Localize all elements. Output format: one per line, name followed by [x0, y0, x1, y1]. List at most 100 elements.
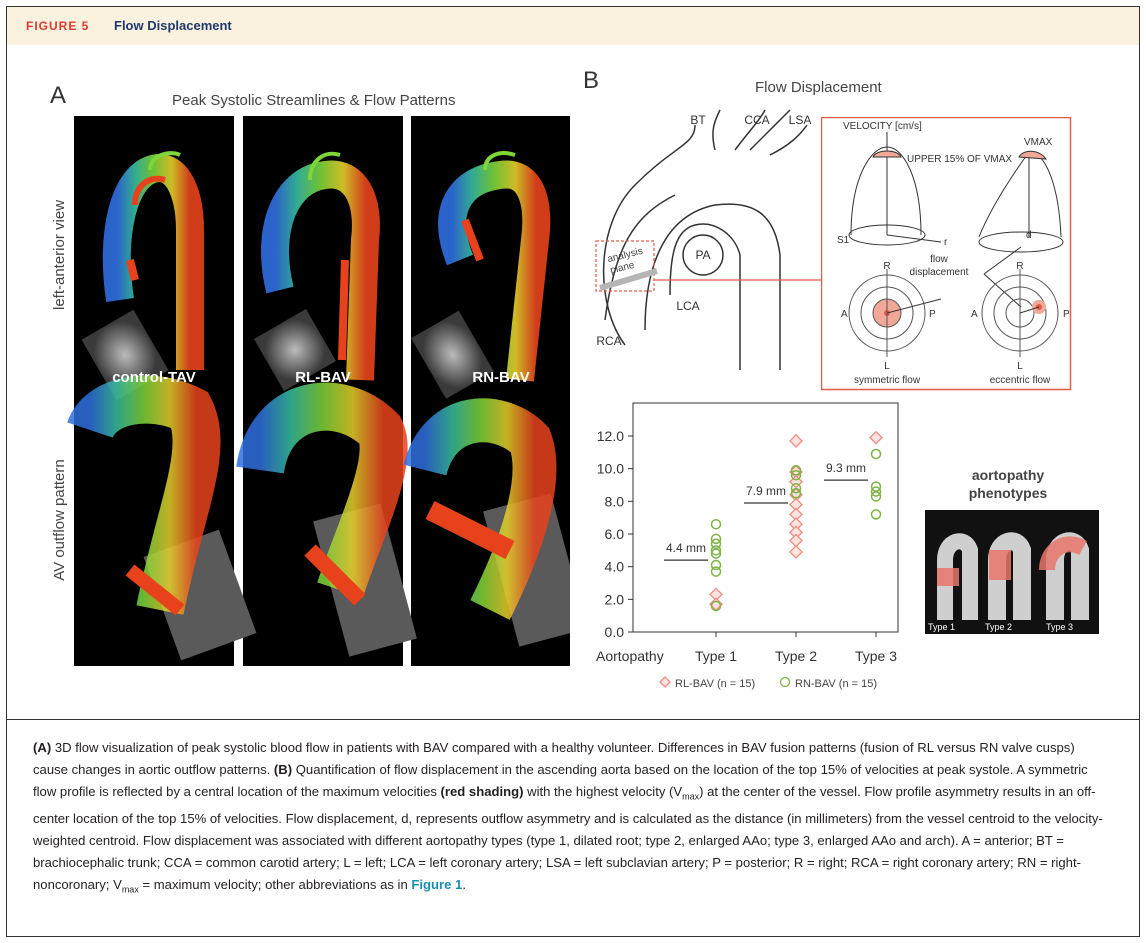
aortopathy-image: Type 1 Type 2 Type 3	[925, 510, 1099, 634]
figure-header	[7, 7, 1139, 45]
label-cca: CCA	[744, 113, 769, 127]
analysis-plane-box	[595, 240, 655, 292]
data-point-rl	[789, 507, 803, 522]
compass-r-left: R	[883, 261, 890, 272]
pheno-type1: Type 1	[928, 622, 955, 632]
median-label: 7.9 mm	[746, 484, 786, 498]
caption-sub-max-2: max	[121, 884, 139, 895]
col-label-control: control-TAV	[112, 369, 196, 386]
row-label-bottom: AV outflow pattern	[51, 459, 68, 580]
label-rca: RCA	[596, 334, 621, 348]
streamline-control-bottom	[67, 375, 257, 661]
caption-text-end: .	[462, 876, 466, 892]
data-point-rn	[710, 548, 722, 559]
label-displacement: displacement	[910, 267, 969, 278]
label-lca: LCA	[676, 299, 699, 313]
label-upper15: UPPER 15% OF VMAX	[907, 154, 1012, 165]
caption-text-4: ) at the center of the vessel. Flow prof…	[33, 784, 1103, 892]
median-label: 9.3 mm	[826, 461, 866, 475]
data-point-rn	[790, 483, 802, 494]
legend-label-rn: RN-BAV (n = 15)	[795, 678, 877, 690]
label-s1: S1	[837, 235, 850, 246]
y-tick-label: 2.0	[605, 591, 625, 607]
caption-sub-max: max	[682, 791, 700, 802]
y-tick-label: 6.0	[605, 526, 625, 542]
streamline-rn-bottom	[403, 398, 570, 647]
row-label-top: left-anterior view	[51, 200, 68, 310]
caption-b-text: Quantification of flow displacement in t…	[33, 762, 1088, 799]
data-point-rl	[869, 430, 883, 445]
compass-p-left: P	[929, 309, 936, 320]
panel-a-images: control-TAV RL-BAV RN-BAV left-anterior …	[51, 116, 570, 666]
compass-l-left: L	[884, 361, 890, 372]
streamline-rl-top	[254, 151, 380, 391]
data-point-rn	[710, 566, 722, 577]
legend-marker-rl	[659, 676, 671, 688]
data-point-rn	[710, 538, 722, 550]
caption-text-5: = maximum velocity; other abbreviations …	[138, 876, 412, 892]
pheno-type3: Type 3	[1046, 622, 1073, 632]
label-lsa: LSA	[789, 113, 812, 127]
streamline-rn-top	[411, 151, 551, 399]
aortopathy-title-line1: aortopathy	[971, 467, 1045, 483]
legend-marker-rn	[779, 676, 791, 688]
streamline-rl-bottom	[236, 382, 417, 657]
data-point-rl	[709, 587, 723, 602]
compass-a-right: A	[971, 309, 978, 320]
legend-label-rl: RL-BAV (n = 15)	[675, 678, 755, 690]
figure-number: FIGURE 5	[26, 19, 90, 33]
label-eccentric: eccentric flow	[990, 375, 1051, 386]
caption-a-text: 3D flow visualization of peak systolic b…	[33, 740, 1075, 777]
data-point-rn	[710, 600, 722, 612]
legend: RL-BAV (n = 15) RN-BAV (n = 15)	[659, 676, 877, 690]
data-point-rn	[710, 518, 722, 530]
data-point-rn	[790, 469, 802, 481]
panel-a-letter: A	[50, 82, 67, 109]
velocity-schematic: VELOCITY [cm/s] VMAX UPPER 15% OF VMAX r…	[821, 117, 1072, 391]
data-point-rl	[789, 465, 803, 479]
label-bt: BT	[690, 113, 706, 127]
caption-divider	[7, 719, 1139, 720]
aortopathy-title-line2: phenotypes	[968, 485, 1048, 501]
compass-l-right: L	[1017, 361, 1023, 372]
data-point-rl	[789, 433, 803, 448]
compass-a-left: A	[841, 309, 848, 320]
median-label: 4.4 mm	[666, 541, 706, 555]
y-tick-label: 0.0	[605, 624, 625, 640]
caption-b-label: (B)	[273, 762, 293, 777]
data-point-rl	[789, 545, 803, 559]
pheno-type2: Type 2	[985, 622, 1012, 632]
y-tick-label: 12.0	[597, 428, 624, 444]
figure-1-link[interactable]: Figure 1	[411, 876, 463, 892]
data-point-rn	[870, 491, 882, 502]
x-tick-label: Type 3	[855, 648, 897, 664]
label-vmax: VMAX	[1024, 137, 1053, 148]
data-point-rn	[870, 481, 882, 492]
data-point-rl	[789, 497, 803, 512]
figure-frame	[6, 6, 1140, 937]
compass-p-right: P	[1063, 309, 1070, 320]
caption-a-label: (A)	[33, 740, 52, 755]
x-axis-title: Aortopathy	[596, 648, 664, 664]
caption-text-3: with the highest velocity (V	[523, 784, 683, 799]
figure-caption: (A) 3D flow visualization of peak systol…	[33, 737, 1113, 900]
label-symmetric: symmetric flow	[854, 375, 921, 386]
y-tick-label: 10.0	[597, 461, 624, 477]
label-velocity-axis: VELOCITY [cm/s]	[843, 121, 922, 132]
col-label-rn: RN-BAV	[472, 369, 529, 386]
analysis-plane-bar	[599, 268, 658, 291]
panel-b-letter: B	[583, 67, 600, 94]
y-tick-label: 8.0	[605, 493, 625, 509]
y-tick-label: 4.0	[605, 559, 625, 575]
label-pa: PA	[695, 248, 710, 262]
data-point-rn	[870, 448, 882, 460]
data-point-rn	[870, 509, 882, 520]
panel-b-title: Flow Displacement	[755, 79, 882, 96]
col-label-rl: RL-BAV	[295, 369, 351, 386]
x-tick-label: Type 2	[775, 648, 817, 664]
data-point-rl	[789, 533, 803, 548]
caption-red-shading: (red shading)	[440, 784, 524, 799]
flow-displacement-chart: 0.0 2.0 4.0 6.0 8.0 10.0 12.0 Type 1 Type 2 Type…	[596, 402, 899, 690]
label-flow: flow	[930, 254, 949, 265]
aortopathy-title: aortopathy phenotypes	[948, 466, 1068, 502]
